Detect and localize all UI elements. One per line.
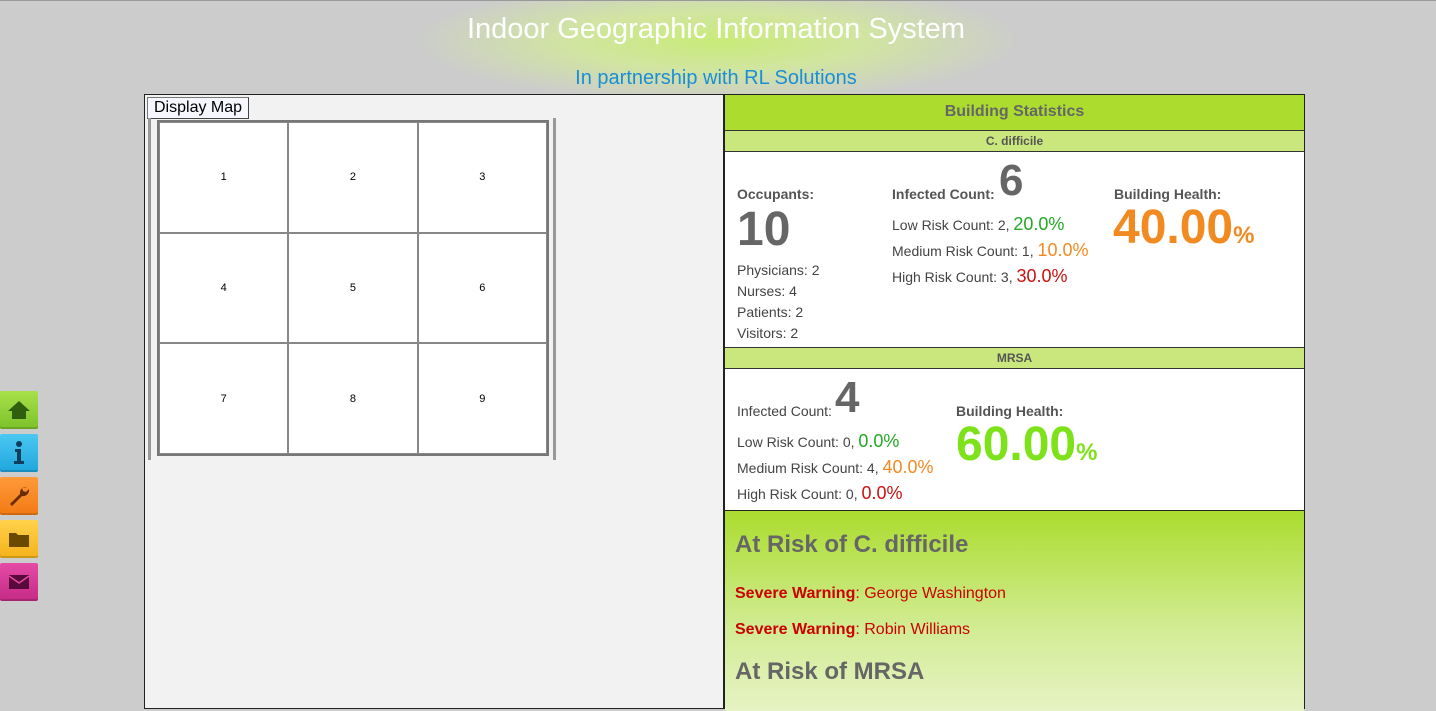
- warning-separator: :: [855, 585, 865, 602]
- warning-item[interactable]: Severe Warning: Robin Williams: [735, 621, 970, 639]
- mrsa-high-risk-pct: 0.0%: [861, 483, 903, 503]
- nav-home-button[interactable]: [0, 391, 38, 429]
- at-risk-mrsa-heading: At Risk of MRSA: [735, 658, 925, 685]
- mrsa-high-risk-label: High Risk Count: 0,: [737, 486, 862, 502]
- mrsa-infected-label: Infected Count:: [737, 403, 832, 419]
- nurses-count: Nurses: 4: [737, 283, 797, 299]
- mrsa-health-unit: %: [1076, 439, 1098, 466]
- warning-separator: :: [855, 621, 865, 638]
- map-frame: 1 2 3 4 5 6 7 8 9: [148, 118, 556, 460]
- display-map-button[interactable]: Display Map: [147, 97, 250, 119]
- cdiff-low-risk-pct: 20.0%: [1013, 214, 1065, 234]
- mrsa-low-risk-pct: 0.0%: [858, 431, 900, 451]
- building-statistics-title: Building Statistics: [725, 95, 1304, 131]
- floor-map: 1 2 3 4 5 6 7 8 9: [157, 120, 549, 456]
- mrsa-low-risk-label: Low Risk Count: 0,: [737, 434, 859, 450]
- header-glow: [420, 1, 1016, 101]
- mrsa-section: Infected Count: 4 Low Risk Count: 0, 0.0…: [725, 369, 1304, 512]
- cdiff-header: C. difficile: [725, 131, 1304, 152]
- room-4[interactable]: 4: [159, 232, 289, 344]
- warning-person: George Washington: [864, 585, 1006, 602]
- nav-info-button[interactable]: [0, 434, 38, 472]
- at-risk-cdiff-heading: At Risk of C. difficile: [735, 531, 969, 558]
- warning-level: Severe Warning: [735, 585, 856, 602]
- room-2[interactable]: 2: [288, 122, 418, 233]
- occupants-count: 10: [737, 203, 791, 256]
- nav-tools-button[interactable]: [0, 477, 38, 515]
- cdiff-infected-count: 6: [999, 156, 1024, 205]
- mrsa-low-risk: Low Risk Count: 0, 0.0%: [737, 431, 899, 452]
- cdiff-health-value: 40.00: [1113, 201, 1234, 254]
- physicians-count: Physicians: 2: [737, 262, 820, 278]
- home-icon: [8, 401, 30, 419]
- occupants-label: Occupants:: [737, 186, 815, 202]
- side-nav: [0, 391, 38, 606]
- at-risk-section: At Risk of C. difficile Severe Warning: …: [725, 511, 1304, 711]
- info-icon: [14, 441, 24, 464]
- site-title: Indoor Geographic Information System: [466, 13, 966, 45]
- nav-mail-button[interactable]: [0, 563, 38, 601]
- mrsa-medium-risk-label: Medium Risk Count: 4,: [737, 460, 883, 476]
- cdiff-medium-risk-pct: 10.0%: [1037, 240, 1089, 260]
- cdiff-health-unit: %: [1233, 222, 1255, 249]
- cdiff-medium-risk-label: Medium Risk Count: 1,: [892, 243, 1038, 259]
- mrsa-health-label: Building Health:: [956, 403, 1064, 419]
- cdiff-health-label: Building Health:: [1114, 186, 1222, 202]
- warning-level: Severe Warning: [735, 621, 856, 638]
- cdiff-infected-label: Infected Count:: [892, 186, 995, 202]
- mrsa-infected-count: 4: [835, 373, 860, 422]
- cdiff-high-risk: High Risk Count: 3, 30.0%: [892, 266, 1068, 287]
- mrsa-medium-risk-pct: 40.0%: [882, 457, 934, 477]
- room-8[interactable]: 8: [288, 343, 418, 454]
- mrsa-building-health: 60.00%: [956, 417, 1097, 472]
- mrsa-medium-risk: Medium Risk Count: 4, 40.0%: [737, 457, 934, 478]
- folder-icon: [9, 533, 29, 547]
- warning-item[interactable]: Severe Warning: George Washington: [735, 585, 1006, 603]
- cdiff-section: Occupants: 10 Physicians: 2 Nurses: 4 Pa…: [725, 152, 1304, 348]
- room-5[interactable]: 5: [288, 232, 418, 344]
- map-panel: Display Map 1 2 3 4 5 6 7 8 9: [144, 94, 724, 709]
- room-7[interactable]: 7: [159, 343, 289, 454]
- cdiff-medium-risk: Medium Risk Count: 1, 10.0%: [892, 240, 1089, 261]
- mail-icon: [8, 575, 30, 589]
- nav-folder-button[interactable]: [0, 520, 38, 558]
- cdiff-building-health: 40.00%: [1113, 200, 1254, 255]
- mrsa-high-risk: High Risk Count: 0, 0.0%: [737, 483, 903, 504]
- cdiff-low-risk-label: Low Risk Count: 2,: [892, 217, 1014, 233]
- room-1[interactable]: 1: [159, 122, 289, 233]
- stats-panel: Building Statistics C. difficile Occupan…: [724, 94, 1305, 711]
- mrsa-health-value: 60.00: [956, 418, 1077, 471]
- wrench-icon: [10, 486, 30, 506]
- cdiff-high-risk-label: High Risk Count: 3,: [892, 269, 1017, 285]
- patients-count: Patients: 2: [737, 304, 804, 320]
- site-subtitle: In partnership with RL Solutions: [575, 67, 857, 89]
- mrsa-header: MRSA: [725, 348, 1304, 369]
- room-6[interactable]: 6: [417, 232, 547, 344]
- cdiff-low-risk: Low Risk Count: 2, 20.0%: [892, 214, 1064, 235]
- cdiff-high-risk-pct: 30.0%: [1016, 266, 1068, 286]
- warning-person: Robin Williams: [864, 621, 971, 638]
- room-3[interactable]: 3: [417, 122, 547, 233]
- visitors-count: Visitors: 2: [737, 325, 799, 341]
- room-9[interactable]: 9: [417, 343, 547, 454]
